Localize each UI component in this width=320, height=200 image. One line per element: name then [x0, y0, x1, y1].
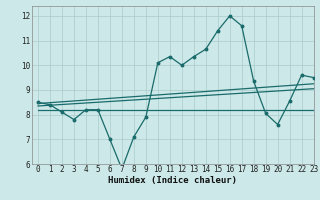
X-axis label: Humidex (Indice chaleur): Humidex (Indice chaleur)	[108, 176, 237, 185]
